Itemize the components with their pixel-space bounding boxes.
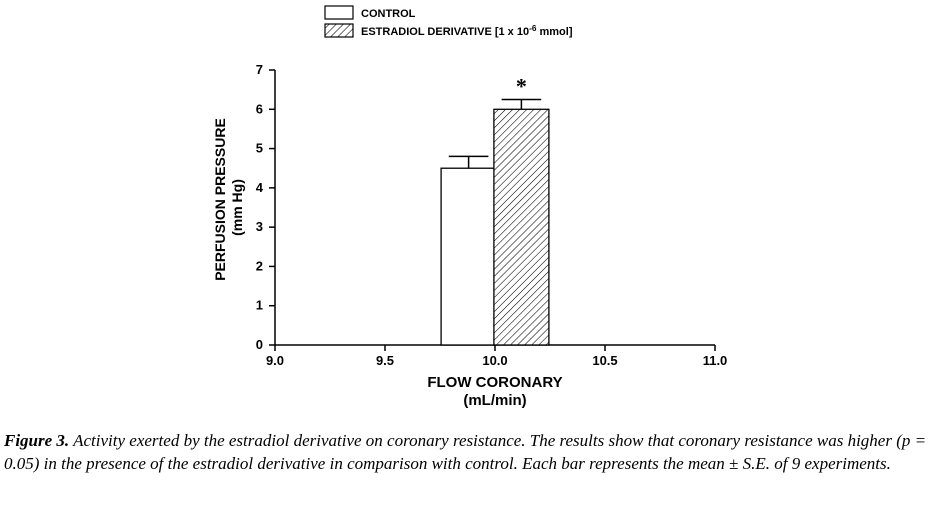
svg-text:6: 6 — [256, 101, 263, 116]
svg-text:7: 7 — [256, 62, 263, 77]
svg-text:(mm Hg): (mm Hg) — [229, 179, 245, 236]
figure-caption: Figure 3. Activity exerted by the estrad… — [0, 430, 945, 476]
svg-text:9.5: 9.5 — [376, 353, 394, 368]
svg-text:9.0: 9.0 — [266, 353, 284, 368]
svg-text:11.0: 11.0 — [703, 353, 728, 368]
svg-text:2: 2 — [256, 258, 263, 273]
svg-text:4: 4 — [256, 180, 264, 195]
svg-text:CONTROL: CONTROL — [361, 8, 416, 20]
svg-text:0: 0 — [256, 337, 263, 352]
svg-text:(mL/min): (mL/min) — [463, 392, 526, 409]
svg-text:3: 3 — [256, 219, 263, 234]
caption-leadin: Figure 3. — [4, 431, 69, 450]
svg-text:10.0: 10.0 — [482, 353, 507, 368]
svg-text:5: 5 — [256, 141, 263, 156]
svg-text:FLOW CORONARY: FLOW CORONARY — [427, 374, 562, 391]
chart-container: 0 1 2 3 4 5 6 7 9.0 9.5 10.0 10.5 11.0 PERFUSION PRES… — [155, 0, 745, 420]
svg-text:10.5: 10.5 — [592, 353, 617, 368]
figure-stage: 0 1 2 3 4 5 6 7 9.0 9.5 10.0 10.5 11.0 PERFUSION PRES… — [0, 0, 945, 511]
bar-chart: 0 1 2 3 4 5 6 7 9.0 9.5 10.0 10.5 11.0 PERFUSION PRES… — [155, 0, 745, 420]
svg-text:*: * — [516, 73, 527, 98]
svg-text:PERFUSION PRESSURE: PERFUSION PRESSURE — [212, 118, 228, 281]
caption-text: Activity exerted by the estradiol deriva… — [4, 431, 926, 473]
svg-text:ESTRADIOL DERIVATIVE [1 x 10-6: ESTRADIOL DERIVATIVE [1 x 10-6 mmol] — [361, 24, 573, 39]
svg-text:1: 1 — [256, 298, 263, 313]
